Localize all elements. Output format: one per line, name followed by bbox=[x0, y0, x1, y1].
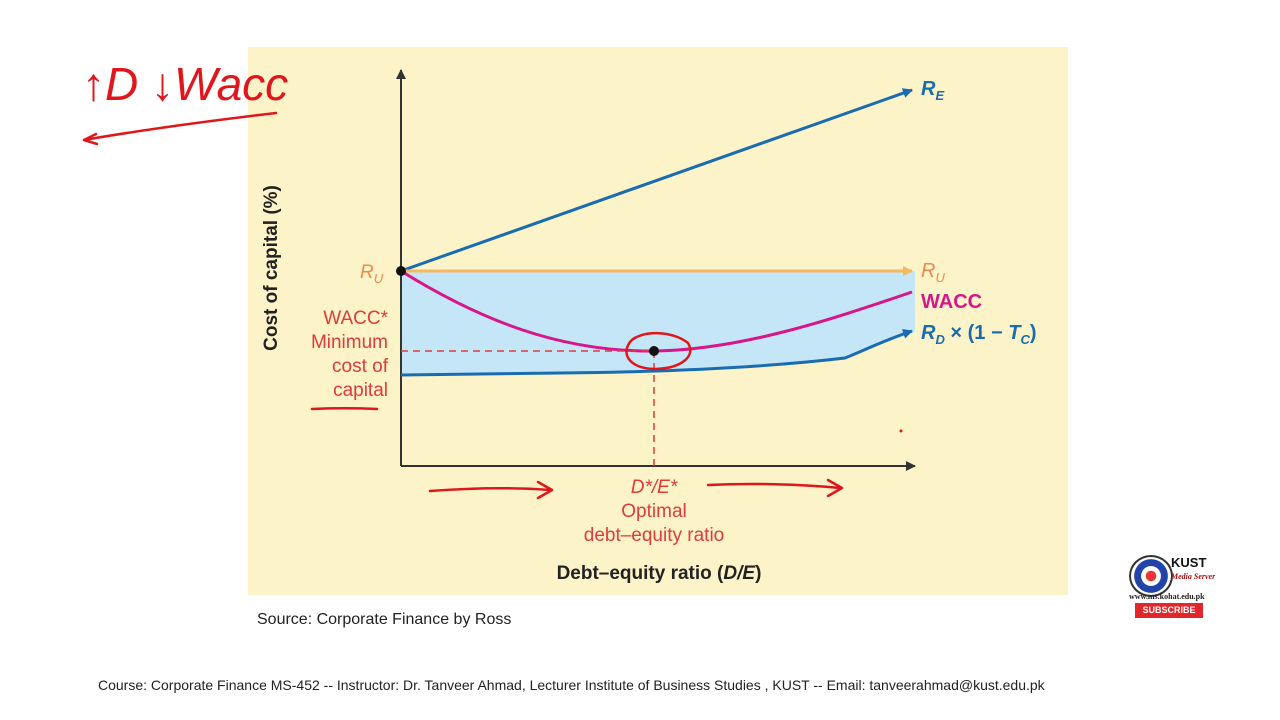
rd-label-main: R bbox=[921, 322, 936, 344]
rd-label-tc-sub: C bbox=[1020, 332, 1030, 347]
rd-label: RD × (1 − TC) bbox=[921, 322, 1037, 347]
re-line bbox=[400, 88, 913, 273]
ink-arrow-left bbox=[82, 132, 99, 146]
optimal-line2: Optimal bbox=[621, 501, 686, 522]
handwritten-note-underline bbox=[82, 111, 278, 142]
course-footer: Course: Corporate Finance MS-452 -- Inst… bbox=[98, 677, 1045, 693]
ink-arrow-right-1 bbox=[428, 480, 554, 500]
wacc-min-line2: Minimum bbox=[311, 332, 388, 353]
rd-curve bbox=[400, 329, 913, 377]
re-label-main: R bbox=[921, 78, 936, 100]
rd-label-close: ) bbox=[1030, 322, 1037, 344]
wacc-min-underline bbox=[310, 407, 379, 411]
optimal-label: D*/E* Optimal debt–equity ratio bbox=[584, 477, 725, 546]
handwritten-annotation bbox=[82, 111, 844, 500]
ru-left-main: R bbox=[360, 262, 374, 283]
logo-name: KUST bbox=[1171, 555, 1207, 570]
ru-left-label: RU bbox=[360, 262, 384, 286]
wacc-min-line4: capital bbox=[333, 380, 388, 401]
x-axis-label: Debt–equity ratio (D/E) bbox=[557, 563, 762, 584]
wacc-min-line1: WACC* bbox=[323, 308, 388, 329]
source-citation: Source: Corporate Finance by Ross bbox=[257, 611, 512, 628]
wacc-min-point bbox=[649, 346, 659, 356]
ink-dot bbox=[899, 429, 903, 433]
shaded-region bbox=[401, 271, 915, 375]
ink-arrow-right-2 bbox=[706, 478, 844, 498]
logo-subtitle: Media Server bbox=[1171, 572, 1216, 581]
wacc-label: WACC bbox=[921, 291, 982, 313]
x-axis-label-prefix: Debt–equity ratio ( bbox=[557, 563, 724, 584]
re-label: RE bbox=[921, 78, 944, 103]
ru-right-main: R bbox=[921, 260, 935, 282]
subscribe-button[interactable]: SUBSCRIBE bbox=[1135, 603, 1203, 618]
optimal-line1: D*/E* bbox=[631, 477, 678, 498]
wacc-min-label: WACC* Minimum cost of capital bbox=[311, 308, 389, 401]
y-axis-label: Cost of capital (%) bbox=[261, 185, 282, 351]
ru-right-sub: U bbox=[935, 270, 945, 285]
re-label-sub: E bbox=[935, 88, 944, 103]
ru-right-label: RU bbox=[921, 260, 945, 285]
logo-url: www.ms.kohat.edu.pk bbox=[1129, 592, 1205, 601]
kust-seal-icon bbox=[1129, 555, 1173, 597]
handwritten-note: ↑D ↓Wacc bbox=[82, 58, 288, 110]
ru-point bbox=[396, 266, 406, 276]
rd-label-tc-main: T bbox=[1008, 322, 1022, 344]
x-axis-label-suffix: ) bbox=[755, 563, 761, 584]
rd-label-sub: D bbox=[935, 332, 945, 347]
optimal-line3: debt–equity ratio bbox=[584, 525, 725, 546]
kust-logo[interactable]: KUST Media Server www.ms.kohat.edu.pk SU… bbox=[1127, 553, 1227, 623]
min-point-circle bbox=[625, 331, 692, 371]
x-axis-label-var: D/E bbox=[723, 563, 756, 584]
rd-label-times: × (1 − bbox=[945, 322, 1008, 344]
wacc-min-line3: cost of bbox=[332, 356, 389, 377]
ru-left-sub: U bbox=[374, 271, 384, 286]
